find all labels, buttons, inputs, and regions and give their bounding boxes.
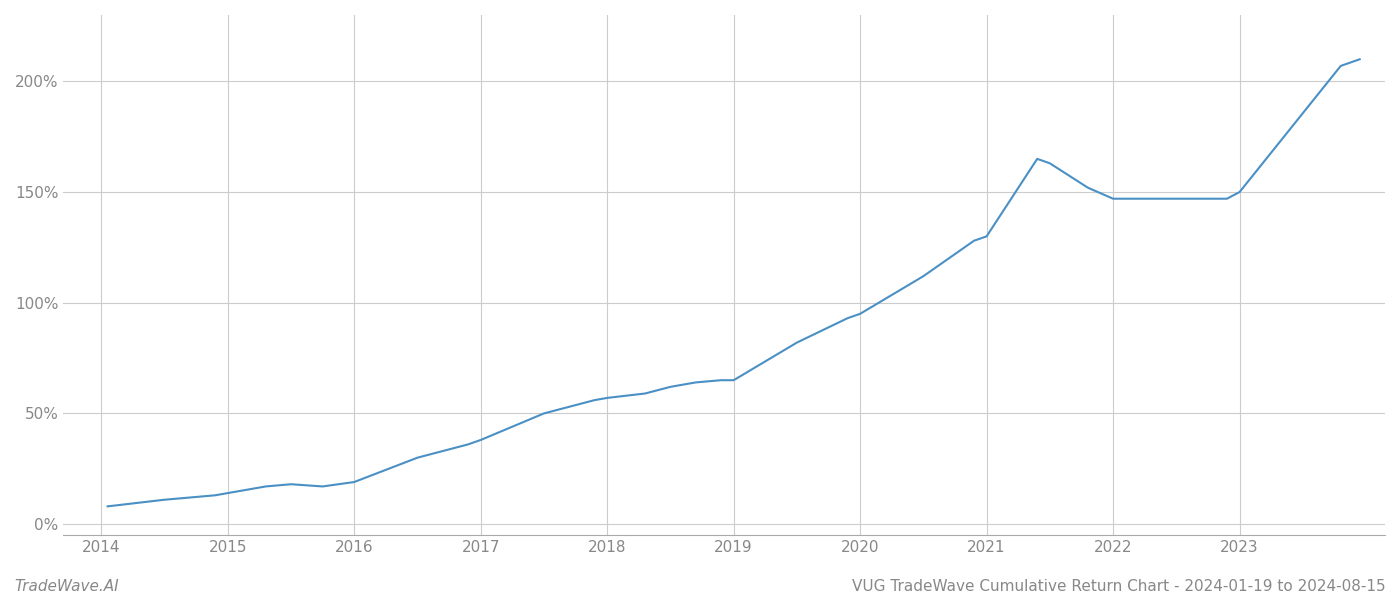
Text: VUG TradeWave Cumulative Return Chart - 2024-01-19 to 2024-08-15: VUG TradeWave Cumulative Return Chart - … [853, 579, 1386, 594]
Text: TradeWave.AI: TradeWave.AI [14, 579, 119, 594]
